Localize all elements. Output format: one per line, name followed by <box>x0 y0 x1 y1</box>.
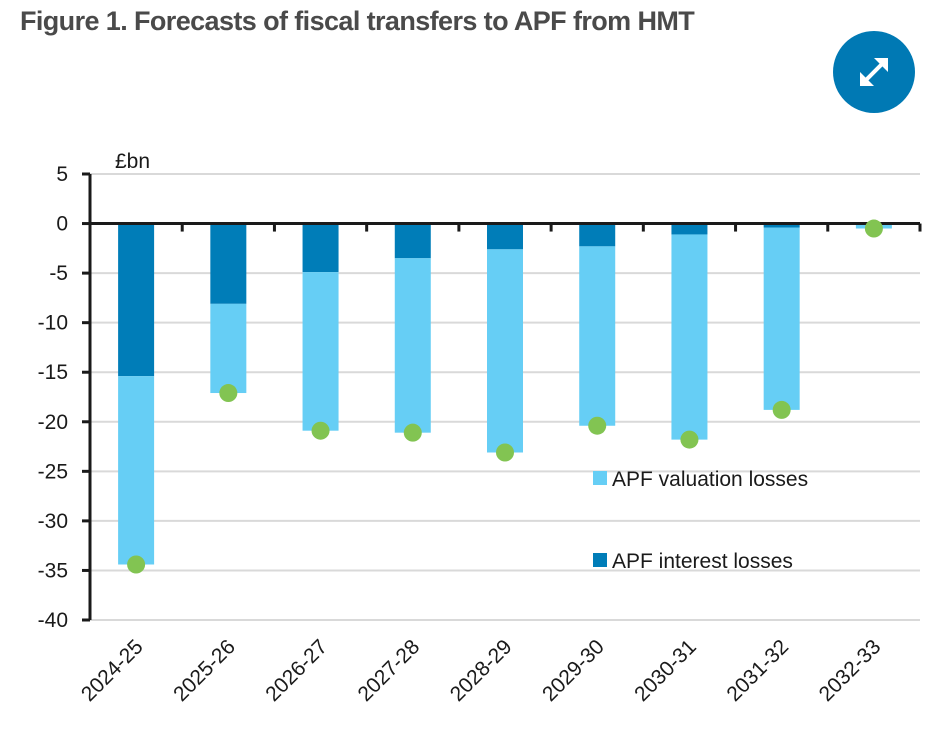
total-marker-2027-28 <box>403 423 422 442</box>
total-marker-2029-30 <box>588 416 607 435</box>
total-marker-2028-29 <box>496 443 514 462</box>
legend: APF valuation losses APF interest losses <box>593 468 808 573</box>
total-marker-2026-27 <box>311 421 330 440</box>
y-tick-label: -15 <box>38 361 68 384</box>
bar-valuation-2031-32 <box>763 227 800 410</box>
bar-interest-2025-26 <box>210 223 247 304</box>
y-tick-label: -35 <box>38 559 68 582</box>
legend-swatch <box>593 471 607 485</box>
x-tick-label: 2027-28 <box>354 635 425 706</box>
x-tick-label: 2025-26 <box>169 635 240 706</box>
bar-valuation-2024-25 <box>118 376 155 565</box>
y-tick-label: -5 <box>49 262 68 285</box>
chart-title: Figure 1. Forecasts of fiscal transfers … <box>20 6 695 36</box>
total-marker-2024-25 <box>127 555 146 574</box>
x-tick-labels: 2024-25 2025-26 2026-27 2027-28 2028-29 2029-… <box>77 635 886 706</box>
bar-interest-2031-32 <box>763 223 800 228</box>
legend-swatch <box>593 553 607 567</box>
axes <box>82 172 922 622</box>
y-axis-unit-label: £bn <box>115 150 150 173</box>
y-tick-label: -25 <box>38 460 68 483</box>
bar-interest-2024-25 <box>118 223 155 377</box>
bar-interest-2030-31 <box>671 223 708 235</box>
bar-valuation-2030-31 <box>671 234 708 440</box>
y-tick-labels: 5 0 -5 -10 -15 -20 -25 -30 -35 -40 <box>38 163 68 632</box>
total-marker-2032-33 <box>864 219 883 238</box>
y-tick-label: -20 <box>38 411 68 434</box>
legend-label: APF valuation losses <box>612 468 808 491</box>
y-tick-label: 5 <box>56 163 68 186</box>
x-tick-label: 2026-27 <box>261 635 332 706</box>
y-tick-label: -40 <box>38 609 68 632</box>
total-markers <box>127 219 883 574</box>
x-tick-label: 2031-32 <box>722 635 793 706</box>
expand-arrows-icon <box>860 58 888 86</box>
y-tick-label: 0 <box>56 213 68 236</box>
x-tick-label: 2029-30 <box>538 635 609 706</box>
bar-interest-2026-27 <box>302 223 339 273</box>
bar-valuation-2027-28 <box>394 258 431 433</box>
bar-interest-2027-28 <box>394 223 431 259</box>
expand-button[interactable] <box>833 31 915 113</box>
y-tick-label: -10 <box>38 312 68 335</box>
bar-valuation-2025-26 <box>210 303 247 394</box>
x-tick-label: 2032-33 <box>815 635 886 706</box>
bar-valuation-2028-29 <box>487 249 523 453</box>
legend-label: APF interest losses <box>612 550 793 573</box>
bar-valuation-2029-30 <box>579 246 616 426</box>
bar-interest-2028-29 <box>487 223 523 250</box>
y-tick-label: -30 <box>38 510 68 533</box>
total-marker-2030-31 <box>680 430 699 449</box>
x-tick-label: 2030-31 <box>630 635 701 706</box>
bar-valuation-2026-27 <box>302 272 339 431</box>
total-marker-2031-32 <box>772 400 791 419</box>
x-tick-label: 2024-25 <box>77 635 148 706</box>
total-marker-2025-26 <box>219 384 238 403</box>
x-tick-label: 2028-29 <box>446 635 517 706</box>
bar-interest-2029-30 <box>579 223 616 247</box>
